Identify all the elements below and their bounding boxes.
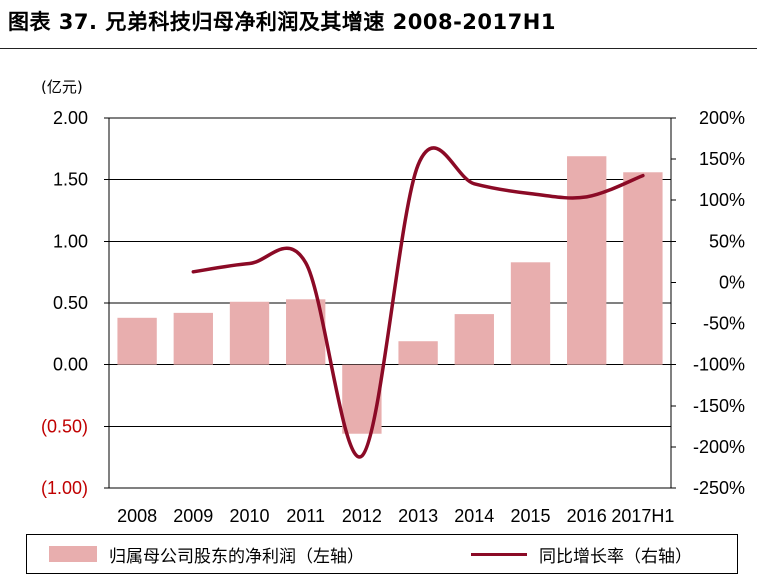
x-tick-label: 2013 xyxy=(398,506,438,526)
bar-2013 xyxy=(398,341,438,365)
x-tick-label: 2017H1 xyxy=(611,506,674,526)
bar-2008 xyxy=(117,317,157,365)
x-tick-label: 2012 xyxy=(342,506,382,526)
left-tick-label: 0.50 xyxy=(53,293,88,313)
right-tick-label: 100% xyxy=(699,190,745,210)
legend-line-label: 同比增长率（右轴） xyxy=(539,546,692,567)
x-tick-label: 2011 xyxy=(286,506,325,526)
right-tick-label: 150% xyxy=(699,149,745,169)
bar-2009 xyxy=(173,312,213,365)
left-tick-label: (1.00) xyxy=(41,478,88,498)
chart-title: 图表 37. 兄弟科技归母净利润及其增速 2008-2017H1 xyxy=(8,10,556,34)
left-tick-label: 1.00 xyxy=(53,231,88,251)
x-tick-label: 2009 xyxy=(173,506,213,526)
x-tick-label: 2010 xyxy=(229,506,269,526)
right-tick-label: 50% xyxy=(709,231,745,251)
x-tick-label: 2014 xyxy=(454,506,494,526)
left-tick-label: (0.50) xyxy=(41,416,88,436)
left-tick-label: 0.00 xyxy=(53,355,88,375)
x-tick-label: 2016 xyxy=(567,506,607,526)
legend-bar-swatch xyxy=(49,546,97,562)
bar-2012 xyxy=(342,364,382,434)
bar-2010 xyxy=(229,301,270,365)
bar-series xyxy=(117,156,663,434)
bar-2014 xyxy=(454,314,494,365)
right-tick-label: 0% xyxy=(719,272,745,292)
bar-2015 xyxy=(510,262,551,365)
left-tick-label: 2.00 xyxy=(53,108,88,128)
legend-line-swatch xyxy=(471,552,527,556)
right-tick-label: 200% xyxy=(699,108,745,128)
x-tick-label: 2008 xyxy=(117,506,157,526)
bar-2016 xyxy=(567,156,607,365)
left-tick-label: 1.50 xyxy=(53,170,88,190)
bar-2017H1 xyxy=(623,172,663,365)
right-tick-label: -50% xyxy=(703,314,745,334)
legend-item-net-profit: 归属母公司股东的净利润（左轴） xyxy=(49,535,364,573)
axes xyxy=(104,117,676,489)
left-axis-unit: (亿元) xyxy=(41,78,83,96)
title-divider xyxy=(0,48,757,49)
legend-item-growth-rate: 同比增长率（右轴） xyxy=(471,535,692,573)
legend-bar-label: 归属母公司股东的净利润（左轴） xyxy=(109,546,364,567)
tick-labels: 2.00 1.50 1.00 0.50 0.00 (0.50) (1.00) 200% 150%… xyxy=(41,108,745,526)
chart-plot-area: (亿元) 2.00 1.50 1.00 0.50 0.00 (0.50) (1.00) 200… xyxy=(41,78,745,526)
legend: 归属母公司股东的净利润（左轴） 同比增长率（右轴） xyxy=(26,534,738,574)
right-tick-label: -150% xyxy=(693,396,745,416)
right-tick-label: -200% xyxy=(693,437,745,457)
right-tick-label: -250% xyxy=(693,478,745,498)
right-tick-label: -100% xyxy=(693,355,745,375)
growth-rate-line xyxy=(191,146,645,459)
line-series xyxy=(191,146,645,459)
x-tick-label: 2015 xyxy=(510,506,550,526)
